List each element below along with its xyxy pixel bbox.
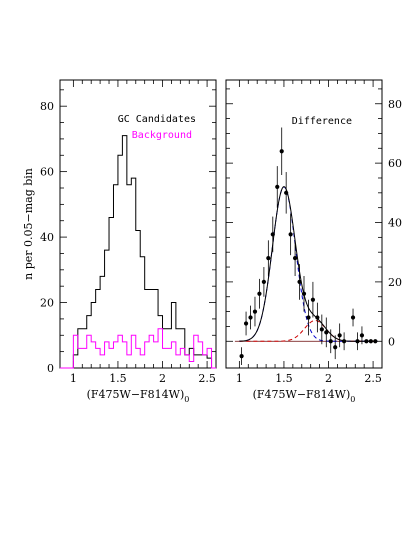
data-point [310,297,316,302]
data-point [315,315,320,320]
x-tick-label: 1 [70,372,77,385]
data-point [328,339,333,344]
data-point [355,339,360,344]
y-axis-label: n per 0.05−mag bin [22,168,35,280]
data-point [288,232,293,237]
fit-component-2 [239,319,378,342]
data-point [333,345,338,350]
data-point [324,330,329,335]
y-tick-label: 60 [40,166,54,179]
data-point [292,256,298,261]
data-point [275,184,280,189]
y-tick-label: 20 [388,276,402,289]
data-point [368,339,373,344]
data-point [301,291,307,296]
right-panel: 1 1.5 2 2.5020406080(F475W−F814W)0Differenc… [225,79,402,404]
data-point [359,333,365,338]
y-tick-label: 20 [40,297,54,310]
x-axis-label-main: (F475W−F814W) [87,388,185,401]
x-axis-label: (F475W−F814W)0 [253,388,356,404]
x-tick-label: 2 [159,372,166,385]
data-point [337,333,342,338]
x-tick-label: 1.5 [275,372,293,385]
x-tick-label: 2 [325,372,332,385]
y-tick-label: 40 [388,217,402,230]
data-point [270,232,275,237]
legend-background: Background [132,130,192,141]
y-tick-label: 60 [388,157,402,170]
data-point [297,279,302,284]
x-tick-label: 2.5 [364,372,382,385]
data-point [342,339,347,344]
data-point [266,256,271,261]
data-point [243,321,249,326]
x-tick-label: 1 [236,372,243,385]
y-tick-label: 80 [40,100,54,113]
plot-frame [225,79,383,369]
data-point [261,279,266,284]
data-point [319,327,324,332]
y-tick-label: 0 [47,362,54,375]
data-point [364,339,369,344]
data-point [373,339,378,344]
x-axis-label-subscript: 0 [184,395,189,404]
x-axis-label-subscript: 0 [350,395,355,404]
y-tick-label: 80 [388,98,402,111]
data-point [284,190,289,195]
panel-title-difference: Difference [292,116,352,127]
data-point [252,309,258,314]
x-axis-label-main: (F475W−F814W) [253,388,351,401]
y-tick-label: 0 [388,335,395,348]
legend-gc-candidates: GC Candidates [118,114,196,125]
data-point [350,315,356,320]
data-point [306,315,311,320]
plot-frame [59,79,217,369]
data-point [239,354,244,359]
data-point [257,291,262,296]
y-tick-label: 40 [40,231,54,244]
x-tick-label: 1.5 [109,372,127,385]
x-tick-label: 2.5 [198,372,216,385]
histogram-background [60,328,216,369]
data-point [248,315,253,320]
data-point [279,149,284,154]
x-axis-label: (F475W−F814W)0 [87,388,190,404]
histogram-gc-candidates [60,135,216,369]
